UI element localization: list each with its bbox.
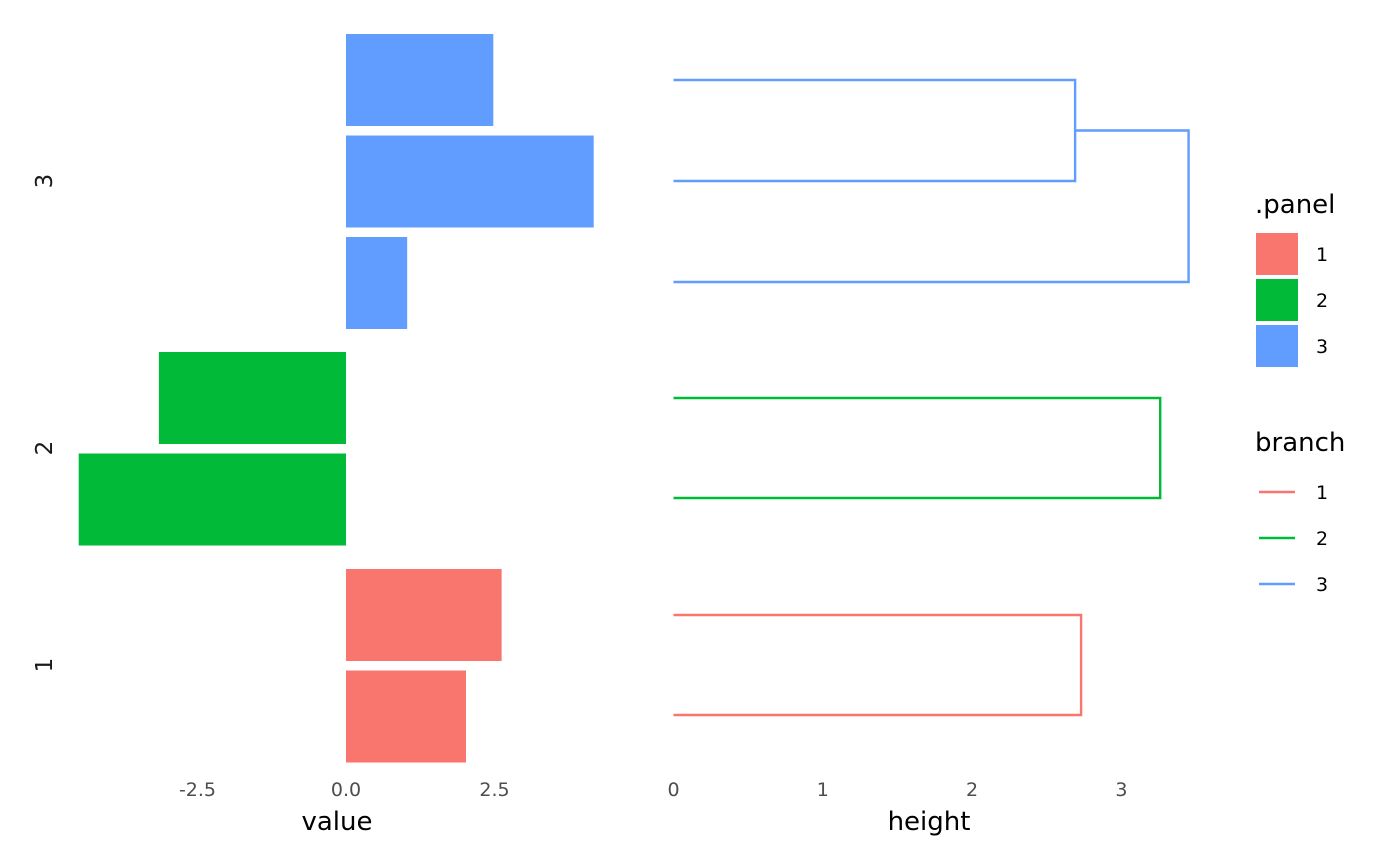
panel-strip-labels: 1 2 3 xyxy=(32,174,58,673)
legend-1: .panel 1 2 3 xyxy=(1255,190,1335,367)
height-tick-label: 0 xyxy=(667,779,679,801)
value-axis: -2.5 0.0 2.5 xyxy=(179,779,510,801)
legend-label-3: 3 xyxy=(1316,574,1328,596)
strip-label-2: 2 xyxy=(32,441,58,456)
height-tick-label: 2 xyxy=(966,779,978,801)
legend-label-2: 2 xyxy=(1316,528,1328,550)
height-axis: 0 1 2 3 xyxy=(667,779,1127,801)
panel-3 xyxy=(346,34,594,329)
branch-3 xyxy=(673,78,1190,284)
branch-1-link xyxy=(673,613,1083,717)
branch-3-inner-link xyxy=(673,78,1077,183)
bar-2-2 xyxy=(78,453,346,546)
height-tick-label: 1 xyxy=(817,779,829,801)
panel-1 xyxy=(346,569,502,763)
bar-3-1 xyxy=(346,34,494,126)
value-tick-label: -2.5 xyxy=(179,779,216,801)
legend-title: branch xyxy=(1255,428,1345,458)
branch-3-outer-link xyxy=(673,129,1190,284)
dendrogram xyxy=(673,78,1190,717)
legend-label-1: 1 xyxy=(1316,244,1328,266)
bar-3-2 xyxy=(346,135,594,228)
branch-2-link xyxy=(673,396,1162,500)
legend-key-3 xyxy=(1256,325,1298,367)
legend-title: .panel xyxy=(1255,190,1335,220)
bar-panels xyxy=(78,34,594,763)
strip-label-3: 3 xyxy=(32,174,58,189)
legend-key-2 xyxy=(1256,279,1298,321)
strip-label-1: 1 xyxy=(32,658,58,673)
branch-2 xyxy=(673,396,1162,500)
branch-1 xyxy=(673,613,1083,717)
legends: .panel 1 2 3 branch 1 2 3 xyxy=(1255,190,1345,596)
legend-label-3: 3 xyxy=(1316,336,1328,358)
bar-3-3 xyxy=(346,237,408,329)
bar-2-1 xyxy=(158,352,346,444)
legend-key-1 xyxy=(1256,233,1298,275)
legend-label-2: 2 xyxy=(1316,290,1328,312)
panel-2 xyxy=(78,352,346,546)
legend-label-1: 1 xyxy=(1316,482,1328,504)
value-axis-title: value xyxy=(301,807,372,837)
bar-1-1 xyxy=(346,569,502,661)
bar-1-2 xyxy=(346,670,466,763)
value-tick-label: 0.0 xyxy=(331,779,361,801)
height-axis-title: height xyxy=(888,807,971,837)
legend-2: branch 1 2 3 xyxy=(1255,428,1345,596)
height-tick-label: 3 xyxy=(1115,779,1127,801)
value-tick-label: 2.5 xyxy=(479,779,509,801)
